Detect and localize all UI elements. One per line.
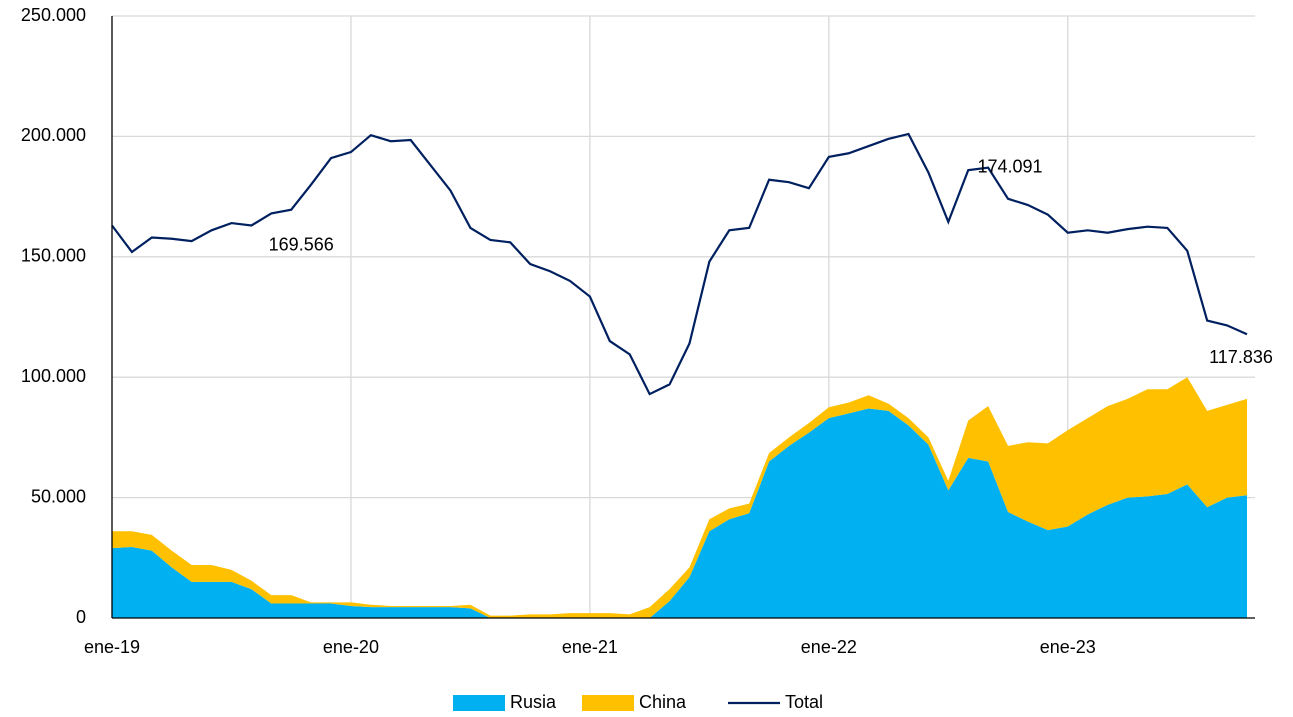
- y-tick-label: 0: [76, 607, 86, 627]
- legend-swatch: [453, 695, 505, 711]
- x-tick-label: ene-22: [801, 637, 857, 657]
- y-tick-label: 200.000: [21, 125, 86, 145]
- y-tick-label: 250.000: [21, 5, 86, 25]
- data-label: 117.836: [1209, 347, 1273, 367]
- area: [112, 408, 1247, 618]
- legend-swatch: [582, 695, 634, 711]
- line: [111, 132, 1248, 396]
- legend-label: Rusia: [510, 692, 557, 712]
- y-tick-label: 100.000: [21, 366, 86, 386]
- legend-label: China: [639, 692, 687, 712]
- data-label: 169.566: [269, 234, 334, 254]
- legend-label: Total: [785, 692, 823, 712]
- y-tick-label: 150.000: [21, 246, 86, 266]
- data-label: 174.091: [978, 157, 1043, 177]
- x-tick-label: ene-20: [323, 637, 379, 657]
- y-tick-label: 50.000: [31, 486, 86, 506]
- x-tick-label: ene-21: [562, 637, 618, 657]
- area: [112, 377, 1247, 618]
- x-tick-label: ene-19: [84, 637, 140, 657]
- x-tick-label: ene-23: [1040, 637, 1096, 657]
